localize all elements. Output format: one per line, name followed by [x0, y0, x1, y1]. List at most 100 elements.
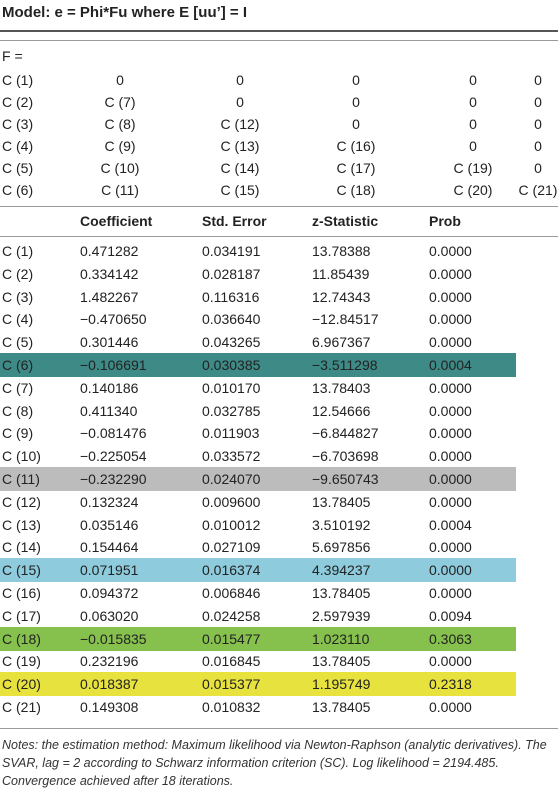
z-statistic-cell: 5.697856: [312, 539, 371, 556]
f-matrix-cell: C (20): [453, 182, 493, 198]
z-statistic-cell: 13.78405: [312, 653, 371, 670]
table-row: C (17) 0.063020 0.024258 2.597939 0.0094: [0, 605, 558, 627]
z-statistic-cell: 11.85439: [312, 265, 370, 282]
f-matrix-row: C (6) C (11) C (15) C (18) C (20) C (21): [0, 179, 558, 201]
z-statistic-cell: 1.023110: [312, 630, 370, 647]
std-error-cell: 0.030385: [202, 357, 261, 373]
f-matrix-cell: C (15): [220, 182, 260, 198]
f-matrix-cell: C (19): [453, 160, 493, 176]
f-matrix-row-label: C (1): [2, 72, 34, 88]
z-statistic-cell: 12.54666: [312, 402, 371, 419]
row-highlight: [0, 672, 516, 697]
f-matrix-cell: 0: [469, 72, 477, 88]
z-statistic-cell: 2.597939: [312, 607, 371, 624]
f-matrix-cell: C (9): [104, 138, 136, 154]
z-statistic-cell: −9.650743: [312, 471, 379, 487]
f-matrix-cell: C (21): [518, 182, 558, 198]
table-row: C (14) 0.154464 0.027109 5.697856 0.0000: [0, 536, 558, 558]
prob-cell: 0.0000: [429, 288, 472, 305]
coefficient-cell: −0.081476: [80, 425, 147, 442]
row-label: C (4): [2, 311, 34, 328]
f-matrix-cell: 0: [534, 138, 542, 154]
row-label: C (16): [2, 585, 41, 601]
coefficient-cell: −0.225054: [80, 448, 147, 465]
row-label: C (21): [2, 699, 41, 715]
header-z-statistic: z-Statistic: [312, 213, 379, 229]
table-row: C (11) −0.232290 0.024070 −9.650743 0.0000: [0, 468, 558, 490]
row-label: C (9): [2, 425, 34, 442]
z-statistic-cell: 13.78405: [312, 699, 371, 715]
row-label: C (2): [2, 265, 34, 282]
coefficient-cell: 0.411340: [80, 402, 138, 419]
row-label: C (7): [2, 379, 34, 396]
coefficient-cell: 0.018387: [80, 676, 139, 693]
row-label: C (17): [2, 607, 41, 624]
coefficient-cell: 0.035146: [80, 516, 139, 533]
std-error-cell: 0.036640: [202, 311, 261, 328]
prob-cell: 0.0000: [429, 448, 472, 465]
z-statistic-cell: 12.74343: [312, 288, 371, 305]
f-matrix-row-label: C (2): [2, 94, 34, 110]
std-error-cell: 0.016845: [202, 653, 261, 670]
f-matrix-cell: C (17): [336, 160, 376, 176]
prob-cell: 0.0000: [429, 653, 472, 670]
coefficient-cell: 0.232196: [80, 653, 139, 670]
prob-cell: 0.0094: [429, 607, 472, 624]
std-error-cell: 0.028187: [202, 265, 261, 282]
z-statistic-cell: 13.78405: [312, 493, 371, 510]
coefficient-cell: 0.301446: [80, 334, 139, 351]
row-highlight: [0, 558, 516, 583]
prob-cell: 0.0000: [429, 265, 472, 282]
f-matrix-cell: C (16): [336, 138, 376, 154]
f-matrix-cell: 0: [352, 116, 360, 132]
table-row: C (6) −0.106691 0.030385 −3.511298 0.0004: [0, 354, 558, 376]
row-label: C (3): [2, 288, 34, 305]
z-statistic-cell: −6.703698: [312, 448, 379, 465]
table-row: C (20) 0.018387 0.015377 1.195749 0.2318: [0, 673, 558, 695]
f-matrix-cell: C (8): [104, 116, 136, 132]
prob-cell: 0.0004: [429, 357, 472, 373]
coefficient-cell: 0.132324: [80, 493, 139, 510]
row-highlight: [0, 626, 516, 651]
prob-cell: 0.0000: [429, 334, 472, 351]
table-row: C (5) 0.301446 0.043265 6.967367 0.0000: [0, 331, 558, 353]
table-row: C (21) 0.149308 0.010832 13.78405 0.0000: [0, 696, 558, 718]
coefficient-cell: 0.140186: [80, 379, 139, 396]
header-std-error: Std. Error: [202, 213, 267, 229]
f-matrix-row: C (4) C (9) C (13) C (16) 0 0: [0, 135, 558, 157]
row-label: C (15): [2, 562, 41, 579]
prob-cell: 0.0000: [429, 471, 472, 487]
f-matrix-cell: C (13): [220, 138, 260, 154]
matrix-rule: [0, 206, 558, 207]
std-error-cell: 0.010012: [202, 516, 261, 533]
std-error-cell: 0.006846: [202, 585, 261, 601]
f-matrix-cell: C (10): [100, 160, 140, 176]
z-statistic-cell: 13.78403: [312, 379, 371, 396]
row-label: C (6): [2, 357, 34, 373]
f-matrix-cell: 0: [534, 160, 542, 176]
row-label: C (1): [2, 243, 34, 259]
std-error-cell: 0.024070: [202, 471, 261, 487]
table-row: C (8) 0.411340 0.032785 12.54666 0.0000: [0, 400, 558, 422]
prob-cell: 0.0004: [429, 516, 472, 533]
z-statistic-cell: 3.510192: [312, 516, 371, 533]
prob-cell: 0.0000: [429, 243, 472, 259]
f-matrix-cell: 0: [236, 94, 244, 110]
table-notes: Notes: the estimation method: Maximum li…: [2, 738, 547, 788]
coefficient-cell: 0.471282: [80, 243, 139, 259]
row-highlight: [0, 467, 516, 491]
prob-cell: 0.0000: [429, 539, 472, 556]
prob-cell: 0.0000: [429, 699, 472, 715]
coefficient-cell: 0.063020: [80, 607, 139, 624]
std-error-cell: 0.027109: [202, 539, 261, 556]
row-label: C (19): [2, 653, 41, 670]
std-error-cell: 0.116316: [202, 288, 260, 305]
table-row: C (16) 0.094372 0.006846 13.78405 0.0000: [0, 582, 558, 604]
coefficient-cell: −0.015835: [80, 630, 147, 647]
table-row: C (10) −0.225054 0.033572 −6.703698 0.0000: [0, 445, 558, 467]
table-row: C (2) 0.334142 0.028187 11.85439 0.0000: [0, 263, 558, 285]
z-statistic-cell: −3.511298: [312, 357, 378, 373]
coefficient-cell: 0.149308: [80, 699, 139, 715]
row-label: C (5): [2, 334, 34, 351]
